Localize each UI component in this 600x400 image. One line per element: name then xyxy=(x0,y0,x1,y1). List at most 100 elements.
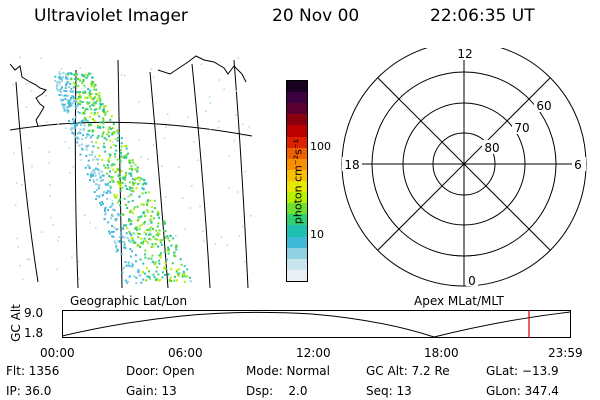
emission-pixel xyxy=(136,168,139,171)
emission-pixel xyxy=(163,266,166,269)
emission-pixel xyxy=(48,151,50,153)
emission-pixel xyxy=(167,248,170,251)
emission-pixel xyxy=(166,113,169,115)
emission-pixel xyxy=(208,96,211,98)
emission-pixel xyxy=(132,232,135,235)
emission-pixel xyxy=(48,162,51,164)
emission-pixel xyxy=(124,183,126,185)
emission-pixel xyxy=(99,201,102,204)
emission-pixel xyxy=(86,134,89,137)
emission-pixel xyxy=(110,176,113,179)
emission-pixel xyxy=(82,106,84,109)
emission-pixel xyxy=(81,138,84,140)
emission-pixel xyxy=(75,83,77,86)
emission-pixel xyxy=(123,156,126,159)
emission-pixel xyxy=(164,222,166,225)
emission-pixel xyxy=(68,120,71,123)
emission-pixel xyxy=(170,268,173,271)
emission-pixel xyxy=(105,191,107,194)
emission-pixel xyxy=(85,76,88,79)
emission-pixel xyxy=(169,278,172,281)
emission-pixel xyxy=(103,217,106,220)
emission-pixel xyxy=(129,232,132,235)
emission-pixel xyxy=(78,278,80,280)
emission-pixel xyxy=(108,126,111,129)
emission-pixel xyxy=(82,78,85,81)
emission-pixel xyxy=(93,113,96,116)
emission-pixel xyxy=(158,216,160,219)
emission-pixel xyxy=(97,93,100,96)
emission-pixel xyxy=(120,231,123,234)
emission-pixel xyxy=(178,166,180,168)
emission-pixel xyxy=(91,170,94,173)
emission-pixel xyxy=(181,275,184,278)
emission-pixel xyxy=(200,63,203,66)
emission-pixel xyxy=(107,131,110,134)
emission-pixel xyxy=(142,240,145,243)
emission-pixel xyxy=(93,155,96,158)
emission-pixel xyxy=(67,101,70,104)
emission-pixel xyxy=(156,214,159,217)
emission-pixel xyxy=(97,184,100,187)
emission-pixel xyxy=(182,270,185,273)
emission-pixel xyxy=(142,183,145,186)
emission-pixel xyxy=(129,160,132,163)
emission-pixel xyxy=(173,251,176,254)
emission-pixel xyxy=(129,219,132,221)
emission-pixel xyxy=(160,239,163,241)
emission-pixel xyxy=(98,95,101,98)
emission-pixel xyxy=(144,191,147,194)
emission-pixel xyxy=(102,174,105,177)
emission-pixel xyxy=(120,234,123,237)
emission-pixel xyxy=(99,106,102,109)
emission-pixel xyxy=(142,242,144,245)
emission-pixel xyxy=(78,91,81,94)
emission-pixel xyxy=(99,100,102,103)
emission-pixel xyxy=(135,226,138,229)
emission-pixel xyxy=(70,104,73,107)
orbit-x-tick-0: 00:00 xyxy=(40,346,75,360)
emission-pixel xyxy=(129,255,132,258)
emission-pixel xyxy=(118,240,121,242)
emission-pixel xyxy=(111,235,114,238)
emission-pixel xyxy=(171,262,174,265)
emission-pixel xyxy=(129,241,132,244)
emission-pixel xyxy=(182,197,184,199)
emission-pixel xyxy=(56,81,59,84)
emission-pixel xyxy=(151,210,154,213)
mlt-label-12: 12 xyxy=(457,48,472,61)
emission-pixel xyxy=(111,202,114,205)
emission-pixel xyxy=(163,229,166,232)
emission-pixel xyxy=(132,240,135,243)
emission-pixel xyxy=(85,118,87,121)
emission-pixel xyxy=(61,103,64,106)
emission-pixel xyxy=(142,212,145,215)
emission-pixel xyxy=(104,113,107,116)
emission-pixel xyxy=(70,77,73,80)
emission-pixel xyxy=(130,172,133,175)
emission-pixel xyxy=(134,254,137,257)
emission-pixel xyxy=(135,281,138,284)
emission-pixel xyxy=(175,244,178,247)
emission-pixel xyxy=(90,172,93,175)
emission-pixel xyxy=(157,232,160,235)
polar-plot: 12 0 18 6 60 70 80 xyxy=(341,48,587,288)
emission-pixel xyxy=(123,197,126,200)
emission-pixel xyxy=(130,187,133,190)
emission-pixel xyxy=(137,232,140,235)
emission-pixel xyxy=(125,156,128,159)
emission-pixel xyxy=(88,134,91,137)
emission-pixel xyxy=(95,167,97,170)
emission-pixel xyxy=(164,262,167,265)
gain-value: Gain: 13 xyxy=(126,384,177,398)
emission-pixel xyxy=(138,233,141,235)
emission-pixel xyxy=(140,241,143,244)
emission-pixel xyxy=(158,259,161,262)
emission-pixel xyxy=(138,101,140,103)
emission-pixel xyxy=(99,102,102,105)
emission-pixel xyxy=(156,212,159,215)
emission-pixel xyxy=(82,127,85,130)
emission-pixel xyxy=(71,95,74,98)
mode-value: Mode: Normal xyxy=(246,364,330,378)
emission-pixel xyxy=(128,275,131,278)
